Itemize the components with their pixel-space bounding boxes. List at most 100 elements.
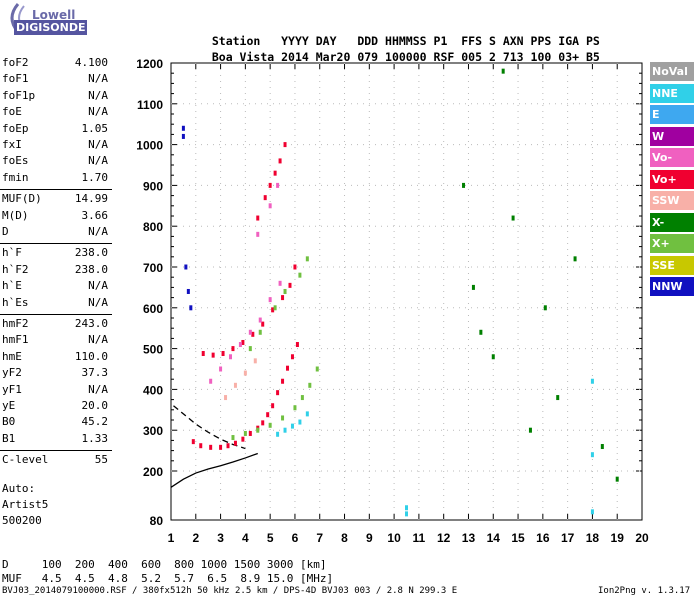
echo-point	[293, 405, 297, 411]
logo-text-lowell: Lowell	[32, 8, 76, 22]
echo-point	[290, 423, 294, 429]
param-row: foEs N/A	[2, 154, 108, 170]
param-value: 3.66	[81, 208, 109, 222]
header-label: P1	[433, 34, 448, 48]
echo-point	[273, 305, 277, 311]
header-labels-row: Station YYYY DAY DDD HHMMSS P1 FFS S AXN…	[198, 20, 600, 48]
header-label: Station	[211, 34, 261, 48]
param-name: h`Es	[2, 295, 29, 309]
echo-point	[231, 435, 235, 441]
echo-point	[191, 439, 195, 445]
x-tick-label: 1	[168, 531, 175, 545]
x-tick-label: 11	[413, 531, 426, 545]
header-value: 2	[488, 50, 496, 64]
echo-point	[238, 342, 242, 348]
param-row: h`Es N/A	[2, 296, 108, 312]
header-label: AXN	[502, 34, 524, 48]
header-label: PS	[585, 34, 600, 48]
header-value: RSF	[433, 50, 455, 64]
param-row: B0 45.2	[2, 415, 108, 431]
param-row: h`E N/A	[2, 279, 108, 295]
x-tick-label: 4	[242, 531, 249, 545]
param-row: foF1p N/A	[2, 89, 108, 105]
echo-point	[283, 288, 287, 294]
param-value: 20.0	[81, 399, 109, 412]
echo-point	[233, 440, 237, 446]
param-row: foEp 1.05	[2, 122, 108, 138]
echo-point	[256, 427, 260, 433]
x-tick-label: 17	[561, 531, 575, 545]
param-name: foF2	[2, 56, 29, 69]
x-tick-label: 10	[387, 531, 401, 545]
param-name: foF1p	[2, 88, 36, 102]
param-row: MUF(D) 14.99	[2, 192, 108, 208]
echo-point	[295, 342, 299, 348]
echo-point	[258, 329, 262, 335]
header-label: S	[488, 34, 496, 48]
echo-point	[405, 511, 408, 517]
header-label: DAY	[315, 34, 337, 48]
param-row: yE 20.0	[2, 399, 108, 415]
param-row: C-level 55	[2, 453, 108, 469]
y-tick-label: 400	[143, 383, 163, 397]
x-tick-label: 5	[267, 531, 274, 545]
echo-point	[462, 182, 466, 188]
echo-point	[276, 431, 280, 437]
legend-item: W	[650, 126, 694, 146]
legend-item: Vo+	[650, 169, 694, 189]
x-tick-label: 9	[366, 531, 373, 545]
echo-point	[491, 354, 495, 360]
param-value: N/A	[88, 295, 108, 309]
echo-point	[233, 382, 237, 388]
header-value: 100	[530, 50, 552, 64]
param-name: fmin	[2, 170, 29, 184]
echo-point	[479, 329, 483, 335]
param-name: B0	[2, 415, 16, 429]
param-value: N/A	[88, 154, 108, 168]
echo-point	[241, 339, 245, 345]
param-value: N/A	[88, 138, 108, 151]
echo-point	[258, 317, 262, 323]
echo-point	[543, 305, 547, 311]
param-name: foEs	[2, 154, 29, 168]
echo-point	[241, 436, 245, 442]
echo-point	[573, 256, 577, 262]
param-name: hmF1	[2, 333, 29, 347]
header-value: 079	[357, 50, 379, 64]
echo-point	[243, 430, 247, 436]
echo-point	[243, 370, 247, 376]
echo-point	[278, 158, 282, 164]
echo-point	[511, 215, 515, 221]
echo-point	[315, 366, 319, 372]
header-value: 100000	[385, 50, 427, 64]
param-name: C-level	[2, 453, 49, 467]
header-label: FFS	[461, 34, 483, 48]
echo-point	[278, 280, 282, 286]
header-value: B5	[585, 50, 600, 64]
y-tick-label: 800	[143, 220, 163, 234]
echo-point	[226, 443, 230, 449]
param-row: foF1 N/A	[2, 72, 108, 88]
auto-label: Auto:	[2, 482, 36, 495]
param-row: foF2 4.100	[2, 56, 108, 72]
auto-code: 500200	[2, 514, 42, 527]
param-name: h`F2	[2, 262, 29, 276]
param-value: 14.99	[74, 192, 108, 206]
echo-point	[181, 133, 185, 139]
param-separator	[0, 450, 112, 452]
legend-item: NNE	[650, 83, 694, 103]
param-value: 1.70	[81, 170, 109, 184]
echo-point	[268, 422, 272, 428]
echo-point	[281, 295, 285, 301]
d-distance-row: D 100 200 400 600 800 1000 1500 3000 [km…	[2, 558, 327, 571]
legend-item: SSW	[650, 191, 694, 210]
echo-point	[261, 420, 265, 426]
echo-point	[286, 365, 290, 371]
param-name: D	[2, 225, 9, 238]
param-name: foEp	[2, 121, 29, 135]
param-value: 1.33	[81, 431, 109, 445]
echo-point	[199, 443, 203, 449]
echo-point	[248, 430, 252, 436]
param-row: yF1 N/A	[2, 383, 108, 399]
param-name: yF2	[2, 366, 22, 380]
